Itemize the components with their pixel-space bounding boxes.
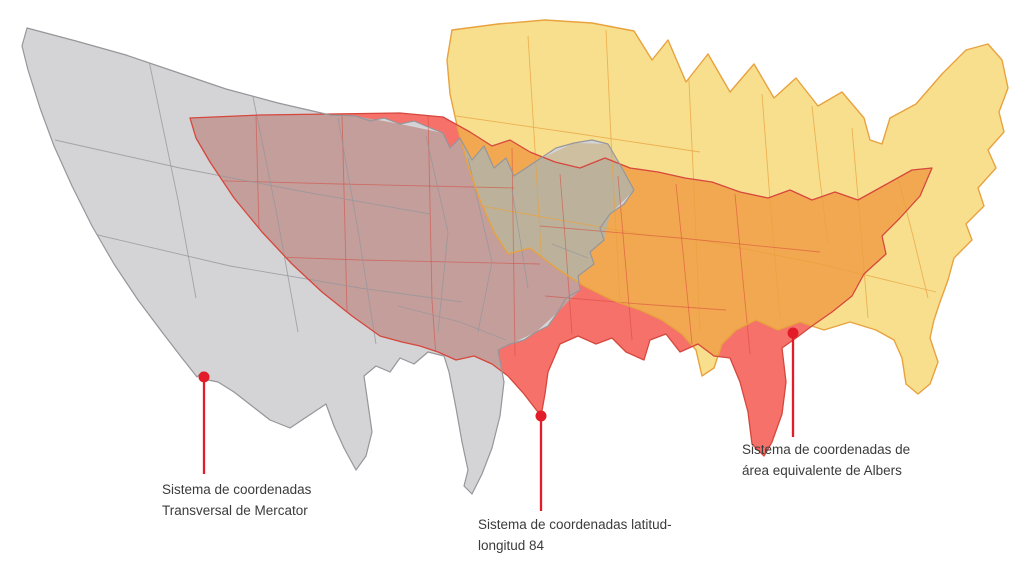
mercator-state-borders [54, 55, 589, 345]
wgs84-annotation-label: Sistema de coordenadas latitud- longitud… [478, 514, 672, 556]
albers-label-line1: Sistema de coordenadas de [742, 442, 911, 457]
mercator-leader-dot [198, 371, 210, 383]
wgs84-outline [189, 112, 933, 457]
mercator-annotation-label: Sistema de coordenadas Transversal de Me… [162, 479, 311, 521]
albers-label-line2: área equivalente de Albers [742, 463, 902, 478]
mercator-outline [21, 27, 635, 495]
wgs84-label-line1: Sistema de coordenadas latitud- [478, 517, 672, 532]
mercator-label-line2: Transversal de Mercator [162, 503, 308, 518]
wgs84-label-line2: longitud 84 [478, 538, 545, 553]
wgs84-annotation-marker [535, 410, 547, 511]
mercator-label-line1: Sistema de coordenadas [162, 482, 312, 497]
albers-annotation-marker [787, 327, 799, 437]
mercator-annotation-marker [198, 371, 210, 474]
wgs84-leader-dot [535, 410, 547, 422]
albers-outline [446, 19, 1009, 395]
albers-annotation-label: Sistema de coordenadas de área equivalen… [742, 439, 910, 481]
albers-leader-dot [787, 327, 799, 339]
